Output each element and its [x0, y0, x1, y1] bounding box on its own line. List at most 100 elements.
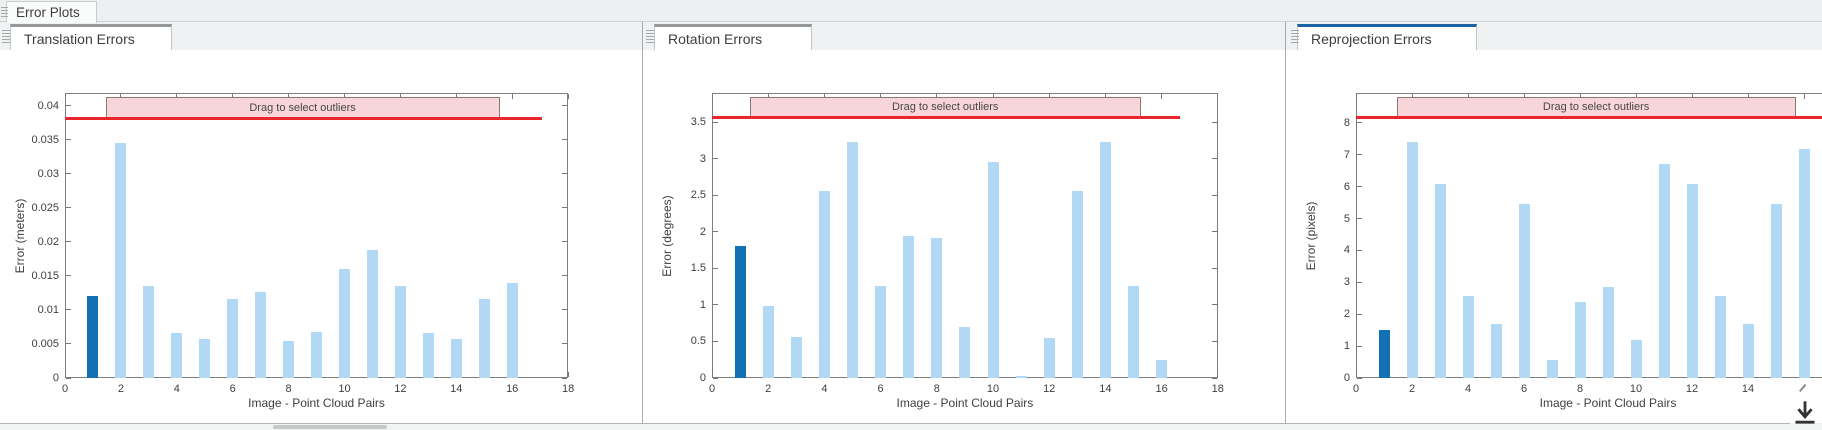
error-bar[interactable] [506, 282, 518, 378]
x-tick-label: 10 [986, 383, 1000, 395]
error-bar[interactable] [1128, 285, 1139, 378]
error-bar[interactable] [1099, 141, 1111, 378]
error-bar[interactable] [1658, 164, 1670, 378]
error-bar[interactable] [311, 332, 323, 378]
y-tick-mark [1357, 122, 1362, 124]
error-bar[interactable] [1406, 142, 1418, 378]
y-tick-mark [713, 194, 718, 196]
error-bar[interactable] [959, 326, 971, 378]
y-tick-mark [713, 304, 718, 306]
error-bar[interactable] [1714, 296, 1726, 378]
y-tick-mark [1212, 231, 1217, 233]
error-bar[interactable] [875, 285, 887, 378]
error-bar[interactable] [394, 286, 406, 378]
y-tick-mark [562, 309, 567, 311]
x-tick-label: 18 [561, 383, 575, 395]
error-bar[interactable] [1490, 323, 1502, 378]
y-tick-mark [66, 275, 71, 277]
error-bar[interactable] [903, 235, 915, 378]
y-tick-label: 0 [1343, 372, 1350, 384]
outlier-drag-region[interactable]: Drag to select outliers [749, 97, 1141, 118]
window-grip-icon[interactable] [1, 7, 8, 18]
panel-splitter[interactable] [642, 22, 643, 423]
outlier-drag-region[interactable]: Drag to select outliers [105, 97, 500, 119]
x-tick-label: 4 [173, 383, 180, 395]
error-bar[interactable] [1574, 302, 1586, 378]
error-bar[interactable] [227, 299, 239, 378]
x-tick-label: 14 [450, 383, 463, 395]
error-bar[interactable] [847, 141, 858, 378]
tab-reprojection-errors[interactable]: Reprojection Errors [1297, 24, 1477, 50]
x-tick-mark [232, 94, 234, 99]
y-tick-mark [1212, 158, 1217, 160]
x-tick-label: 0 [61, 383, 69, 395]
error-bar[interactable] [87, 296, 99, 378]
x-tick-label: 2 [1408, 383, 1416, 395]
x-tick-mark [567, 94, 569, 99]
error-bar[interactable] [478, 299, 490, 378]
download-arrow-icon[interactable] [1792, 400, 1818, 426]
error-bar[interactable] [339, 269, 350, 378]
error-bar[interactable] [283, 340, 295, 378]
error-bar[interactable] [1015, 375, 1027, 378]
outlier-threshold-line[interactable] [712, 116, 1180, 120]
error-bar[interactable] [1156, 359, 1168, 378]
y-tick-label: 3 [1343, 276, 1350, 289]
error-bar[interactable] [790, 337, 802, 378]
error-bar[interactable] [1602, 286, 1614, 378]
panel-drag-grip-icon[interactable] [2, 30, 10, 43]
panel-splitter[interactable] [1285, 22, 1286, 423]
horizontal-scrollbar-thumb[interactable] [273, 425, 387, 429]
outlier-threshold-line[interactable] [1356, 116, 1822, 120]
y-tick-mark [1357, 377, 1362, 379]
panel-drag-grip-icon[interactable] [646, 30, 654, 43]
outlier-threshold-line[interactable] [65, 116, 542, 120]
x-tick-label: 12 [1685, 383, 1699, 395]
error-bar[interactable] [1630, 340, 1642, 378]
error-bar[interactable] [1770, 204, 1782, 378]
x-tick-mark [1635, 94, 1637, 99]
tab-error-plots[interactable]: Error Plots [6, 1, 97, 23]
error-bar[interactable] [762, 306, 774, 378]
outlier-drag-label: Drag to select outliers [892, 101, 999, 114]
error-bar[interactable] [1071, 190, 1083, 378]
tab-rotation-errors[interactable]: Rotation Errors [654, 24, 812, 50]
y-tick-mark [1357, 218, 1362, 220]
panel-drag-grip-icon[interactable] [1291, 30, 1299, 43]
error-bar[interactable] [734, 246, 746, 378]
y-tick-mark [562, 343, 567, 345]
error-bar[interactable] [818, 190, 830, 378]
error-bar[interactable] [450, 339, 462, 378]
error-bar[interactable] [199, 338, 211, 378]
error-bar[interactable] [1434, 183, 1446, 378]
error-bar[interactable] [1742, 323, 1754, 378]
error-bar[interactable] [143, 286, 155, 378]
tab-translation-errors[interactable]: Translation Errors [10, 24, 172, 50]
x-tick-label: 6 [877, 383, 884, 395]
x-tick-label: 2 [117, 383, 124, 395]
error-bar[interactable] [255, 292, 267, 378]
x-tick-label: 16 [506, 383, 519, 395]
y-tick-label: 1 [1343, 340, 1350, 353]
y-tick-mark [713, 377, 718, 379]
error-bar[interactable] [987, 161, 999, 378]
error-bar[interactable] [931, 237, 943, 378]
x-tick-label: 6 [1520, 383, 1528, 395]
error-bar[interactable] [1378, 330, 1390, 378]
x-axis-label: Image - Point Cloud Pairs [896, 396, 1034, 410]
error-bar[interactable] [1686, 183, 1698, 378]
figure-group-tabbar [0, 0, 1822, 22]
error-bar[interactable] [422, 333, 434, 378]
x-axis-label: Image - Point Cloud Pairs [248, 396, 385, 410]
outlier-drag-region[interactable]: Drag to select outliers [1396, 97, 1796, 118]
error-bar[interactable] [1043, 337, 1055, 378]
error-bar[interactable] [1462, 296, 1474, 378]
error-bar[interactable] [1798, 149, 1810, 378]
error-bar[interactable] [1546, 360, 1558, 378]
error-bar[interactable] [366, 250, 378, 378]
error-bar[interactable] [171, 333, 183, 378]
error-bar[interactable] [1518, 204, 1530, 378]
y-tick-label: 5 [1343, 212, 1350, 225]
y-tick-mark [1357, 249, 1362, 251]
error-bar[interactable] [115, 143, 127, 378]
